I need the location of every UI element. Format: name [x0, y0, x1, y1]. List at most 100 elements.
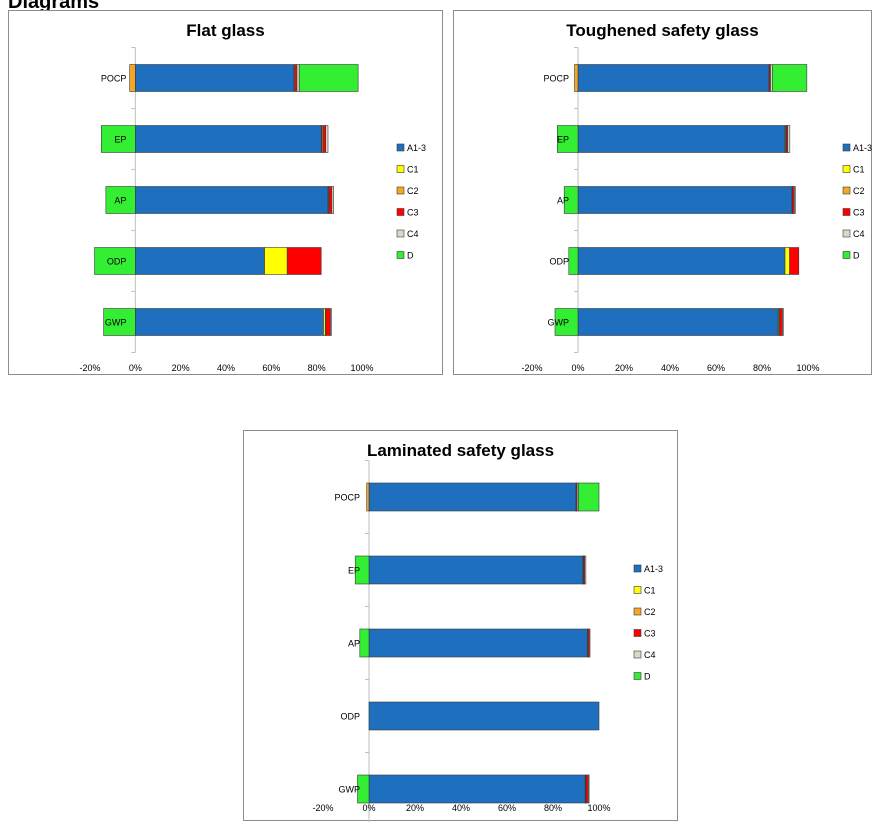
legend-label: C2: [407, 186, 419, 196]
bar-segment-d-odp: [568, 247, 579, 275]
bar-segment-d-odp: [94, 247, 136, 275]
legend-swatch-c1: [396, 165, 405, 173]
bar-segment-a1-3-ep: [577, 125, 786, 153]
bar-segment-c4-ep: [787, 125, 791, 153]
legend-swatch-c1: [842, 165, 851, 173]
x-tick-label: 20%: [406, 803, 424, 813]
legend-swatch-c3: [842, 208, 851, 216]
bar-segment-a1-3-ep: [368, 555, 584, 585]
bar-segment-a1-3-gwp: [135, 308, 324, 336]
bar-segment-c4-ep: [584, 555, 587, 585]
category-label: POCP: [101, 74, 127, 84]
bar-segment-c3-gwp: [585, 774, 589, 804]
category-label: GWP: [339, 785, 361, 795]
bar-segment-a1-3-pocp: [368, 482, 577, 512]
x-tick-label: 100%: [587, 803, 610, 813]
x-tick-label: 40%: [217, 363, 235, 373]
legend-label: C3: [407, 208, 419, 218]
category-label: ODP: [549, 257, 569, 267]
bar-segment-d-ep: [354, 555, 370, 585]
bar-segment-c2-pocp: [366, 482, 370, 512]
bar-segment-c3-odp: [286, 247, 322, 275]
bar-segment-c3-ap: [328, 186, 333, 214]
chart-flat-glass: POCP EP AP ODP GWP -20% 0% 20% 40% 60% 80% 100% A1-3…: [79, 47, 426, 373]
legend-label: C3: [644, 629, 656, 639]
x-tick-label: -20%: [312, 803, 333, 813]
legend-label: C1: [644, 586, 656, 596]
bar-segment-d-gwp: [103, 308, 136, 336]
x-tick-label: 60%: [262, 363, 280, 373]
bar-segment-d-gwp: [554, 308, 579, 336]
category-label: EP: [348, 566, 360, 576]
chart-panel-toughened-safety-glass: Toughened safety glass POCP EP AP ODP GWP -20…: [453, 10, 872, 375]
bar-segment-a1-3-odp: [577, 247, 786, 275]
legend-swatch-d: [396, 251, 405, 259]
legend-label: C2: [853, 186, 865, 196]
legend-swatch-a1-3: [842, 143, 851, 152]
bar-segment-c3-pocp: [294, 64, 298, 92]
chart-title: Toughened safety glass: [566, 21, 759, 40]
legend-swatch-c3: [396, 208, 405, 216]
x-tick-label: 20%: [172, 363, 190, 373]
legend-label: A1-3: [407, 143, 426, 153]
category-label: AP: [348, 639, 360, 649]
legend-swatch-d: [842, 251, 851, 259]
legend-swatch-c4: [842, 229, 851, 238]
legend-label: C4: [644, 650, 656, 660]
bar-segment-c1-odp: [784, 247, 790, 275]
bar-segment-d-ep: [557, 125, 579, 153]
legend-swatch-c2: [633, 607, 642, 616]
legend-label: C1: [853, 165, 865, 175]
category-label: ODP: [340, 712, 360, 722]
x-tick-label: 40%: [661, 363, 679, 373]
bar-segment-c3-gwp: [325, 308, 331, 336]
bar-segment-c4-ap: [794, 186, 796, 214]
bar-segment-d-pocp: [577, 482, 600, 512]
category-label: EP: [557, 135, 569, 145]
category-label: AP: [557, 196, 569, 206]
bar-segment-a1-3-gwp: [368, 774, 586, 804]
legend-swatch-a1-3: [396, 143, 405, 152]
x-tick-label: 100%: [350, 363, 373, 373]
category-label: GWP: [548, 318, 570, 328]
x-tick-label: 0%: [571, 363, 584, 373]
x-tick-label: 20%: [615, 363, 633, 373]
bar-segment-a1-3-pocp: [135, 64, 295, 92]
x-tick-label: 80%: [753, 363, 771, 373]
bar-segment-d-ap: [563, 186, 579, 214]
legend-label: C3: [853, 208, 865, 218]
bar-segment-a1-3-odp: [135, 247, 265, 275]
bar-segment-c4-pocp: [296, 64, 300, 92]
chart-toughened-safety-glass: POCP EP AP ODP GWP -20% 0% 20% 40% 60% 80% 100% A1-3…: [521, 47, 872, 373]
bar-segment-c1-odp: [264, 247, 288, 275]
x-tick-label: 40%: [452, 803, 470, 813]
bar-segment-c4-ep: [325, 125, 329, 153]
chart-laminated-safety-glass: POCP EP AP ODP GWP -20% 0% 20% 40% 60% 80% 100% A1-3…: [312, 460, 663, 822]
bar-segment-c4-ap: [589, 628, 591, 658]
legend-label: D: [644, 672, 651, 682]
x-tick-label: 100%: [796, 363, 819, 373]
x-tick-label: 80%: [308, 363, 326, 373]
category-label: POCP: [334, 493, 360, 503]
bar-segment-a1-3-ap: [135, 186, 329, 214]
bar-segment-d-ap: [105, 186, 136, 214]
x-tick-label: -20%: [79, 363, 100, 373]
bar-segment-d-ap: [359, 628, 370, 658]
category-label: ODP: [107, 257, 127, 267]
x-tick-label: 60%: [498, 803, 516, 813]
x-tick-label: 80%: [544, 803, 562, 813]
legend-swatch-c2: [396, 186, 405, 195]
bar-segment-c3-ep: [322, 125, 327, 153]
x-tick-label: -20%: [521, 363, 542, 373]
legend-label: C1: [407, 165, 419, 175]
x-tick-label: 0%: [362, 803, 375, 813]
legend-label: A1-3: [853, 143, 872, 153]
bar-segment-d-pocp: [772, 64, 808, 92]
bar-segment-c2-pocp: [129, 64, 136, 92]
legend-label: C4: [853, 229, 865, 239]
bar-segment-a1-3-ep: [135, 125, 322, 153]
chart-panel-flat-glass: Flat glass POCP EP AP ODP GWP -20% 0% 20% 40% 60%…: [8, 10, 443, 375]
legend-label: C4: [407, 229, 419, 239]
x-tick-label: 60%: [707, 363, 725, 373]
legend-label: D: [853, 251, 860, 261]
